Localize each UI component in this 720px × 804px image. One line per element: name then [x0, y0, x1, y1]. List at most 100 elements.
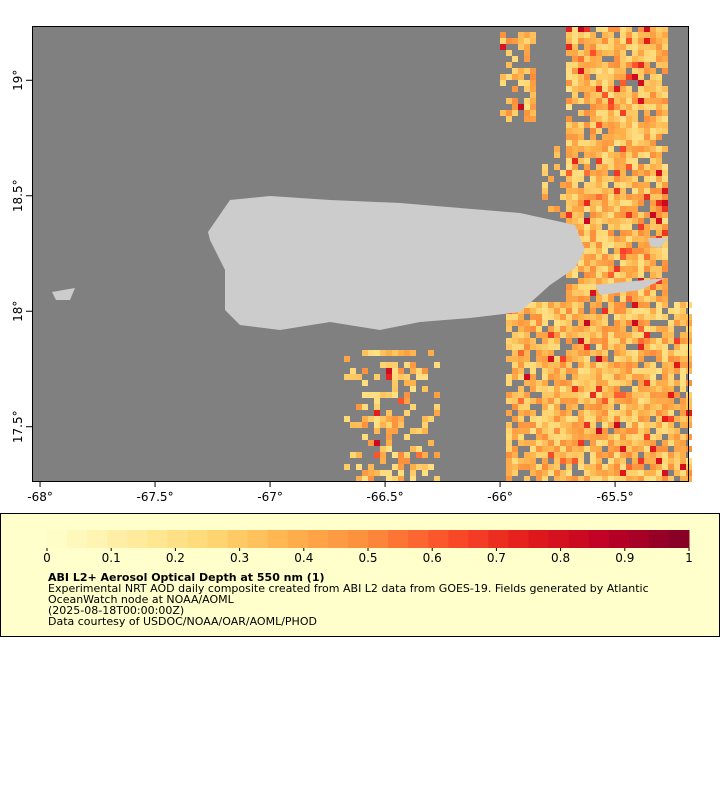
- aerosol-pixel: [620, 122, 626, 128]
- aerosol-pixel: [644, 194, 650, 200]
- aerosol-pixel: [590, 368, 596, 374]
- aerosol-pixel: [518, 440, 524, 446]
- aerosol-pixel: [596, 386, 602, 392]
- aerosol-pixel: [656, 80, 662, 86]
- aerosol-pixel: [626, 38, 632, 44]
- aerosol-pixel: [626, 152, 632, 158]
- aerosol-pixel: [506, 110, 512, 116]
- aerosol-pixel: [398, 350, 404, 356]
- aerosol-pixel: [524, 344, 530, 350]
- aerosol-pixel: [626, 218, 632, 224]
- aerosol-pixel: [524, 86, 530, 92]
- aerosol-pixel: [626, 62, 632, 68]
- aerosol-pixel: [596, 398, 602, 404]
- aerosol-pixel: [680, 314, 686, 320]
- aerosol-pixel: [530, 422, 536, 428]
- aerosol-pixel: [566, 98, 572, 104]
- aerosol-pixel: [512, 428, 518, 434]
- aerosol-pixel: [656, 410, 662, 416]
- aerosol-pixel: [548, 356, 554, 362]
- aerosol-pixel: [620, 26, 626, 32]
- aerosol-pixel: [584, 68, 590, 74]
- aerosol-pixel: [578, 290, 584, 296]
- aerosol-pixel: [584, 50, 590, 56]
- aerosol-pixel: [650, 260, 656, 266]
- aerosol-pixel: [644, 428, 650, 434]
- aerosol-pixel: [548, 308, 554, 314]
- aerosol-pixel: [578, 176, 584, 182]
- aerosol-pixel: [590, 224, 596, 230]
- aerosol-pixel: [572, 50, 578, 56]
- aerosol-pixel: [542, 362, 548, 368]
- aerosol-pixel: [620, 278, 626, 284]
- aerosol-pixel: [410, 380, 416, 386]
- aerosol-pixel: [632, 74, 638, 80]
- legend-line: OceanWatch node at NOAA/AOML: [48, 593, 235, 606]
- aerosol-pixel: [674, 320, 680, 326]
- aerosol-pixel: [398, 476, 404, 482]
- aerosol-pixel: [368, 470, 374, 476]
- aerosol-pixel: [536, 320, 542, 326]
- aerosol-pixel: [602, 38, 608, 44]
- aerosol-pixel: [620, 320, 626, 326]
- y-tick-label: 18°: [11, 301, 25, 322]
- aerosol-pixel: [674, 470, 680, 476]
- aerosol-pixel: [536, 308, 542, 314]
- aerosol-pixel: [536, 314, 542, 320]
- aerosol-pixel: [374, 410, 380, 416]
- aerosol-pixel: [578, 86, 584, 92]
- aerosol-pixel: [524, 332, 530, 338]
- aerosol-pixel: [596, 302, 602, 308]
- aerosol-pixel: [650, 446, 656, 452]
- colorbar-step: [488, 530, 509, 548]
- aerosol-pixel: [566, 116, 572, 122]
- aerosol-pixel: [608, 398, 614, 404]
- aerosol-pixel: [590, 200, 596, 206]
- aerosol-pixel: [542, 470, 548, 476]
- aerosol-pixel: [590, 416, 596, 422]
- aerosol-pixel: [410, 470, 416, 476]
- aerosol-pixel: [614, 236, 620, 242]
- aerosol-pixel: [602, 476, 608, 482]
- aerosol-pixel: [374, 350, 380, 356]
- aerosol-pixel: [632, 50, 638, 56]
- aerosol-pixel: [506, 434, 512, 440]
- aerosol-pixel: [596, 278, 602, 284]
- aerosol-pixel: [608, 344, 614, 350]
- aerosol-pixel: [536, 464, 542, 470]
- aerosol-pixel: [518, 326, 524, 332]
- aerosol-pixel: [584, 254, 590, 260]
- aerosol-pixel: [638, 404, 644, 410]
- aerosol-pixel: [614, 182, 620, 188]
- aerosol-pixel: [398, 398, 404, 404]
- aerosol-pixel: [632, 398, 638, 404]
- aerosol-pixel: [572, 26, 578, 32]
- aerosol-pixel: [566, 380, 572, 386]
- aerosol-pixel: [680, 302, 686, 308]
- aerosol-pixel: [572, 68, 578, 74]
- aerosol-pixel: [578, 350, 584, 356]
- aerosol-pixel: [674, 362, 680, 368]
- aerosol-pixel: [614, 74, 620, 80]
- aerosol-pixel: [662, 392, 668, 398]
- aerosol-pixel: [572, 164, 578, 170]
- aerosol-pixel: [638, 386, 644, 392]
- aerosol-pixel: [668, 464, 674, 470]
- aerosol-pixel: [620, 380, 626, 386]
- aerosol-pixel: [632, 134, 638, 140]
- aerosol-pixel: [656, 158, 662, 164]
- aerosol-pixel: [512, 374, 518, 380]
- aerosol-pixel: [572, 32, 578, 38]
- aerosol-pixel: [620, 404, 626, 410]
- aerosol-pixel: [602, 26, 608, 32]
- aerosol-pixel: [578, 428, 584, 434]
- aerosol-pixel: [542, 356, 548, 362]
- colorbar-tick-label: 0.4: [294, 551, 313, 565]
- aerosol-pixel: [662, 86, 668, 92]
- aerosol-pixel: [680, 374, 686, 380]
- aerosol-pixel: [596, 38, 602, 44]
- aerosol-pixel: [644, 446, 650, 452]
- aerosol-pixel: [572, 134, 578, 140]
- aerosol-pixel: [602, 410, 608, 416]
